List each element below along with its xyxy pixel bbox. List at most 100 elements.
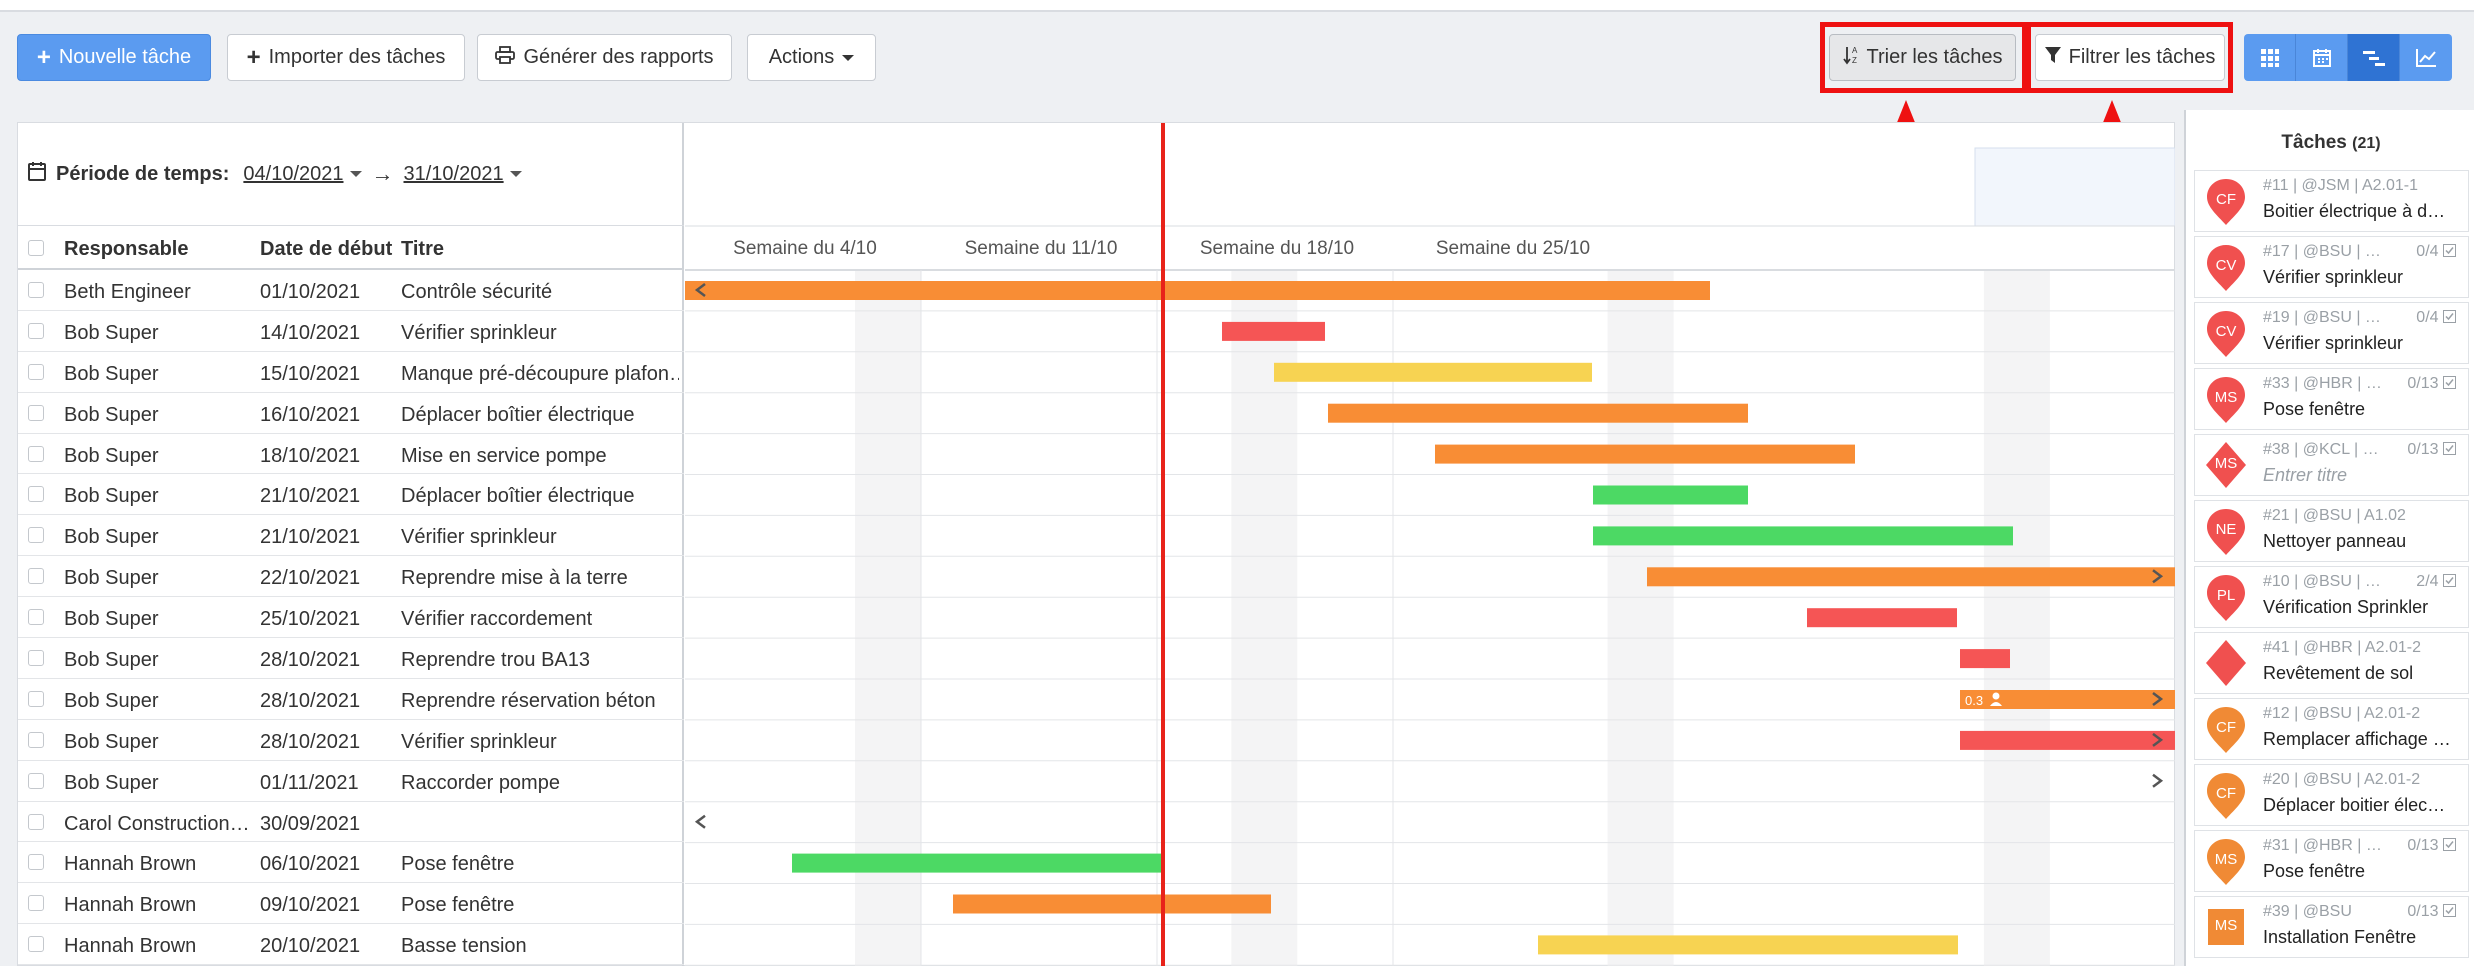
calendar-view-button[interactable] bbox=[2296, 34, 2348, 81]
row-title: Vérifier raccordement bbox=[401, 608, 593, 631]
row-checkbox[interactable] bbox=[28, 568, 44, 585]
task-marker-initials: MS bbox=[2215, 455, 2238, 472]
generate-reports-button[interactable]: Générer des rapports bbox=[477, 34, 732, 81]
task-card[interactable]: PL #10 | @BSU | … 2/4 Vérification Sprinkl… bbox=[2194, 566, 2469, 628]
checklist-icon bbox=[2443, 244, 2456, 257]
row-owner: Bob Super bbox=[64, 485, 159, 508]
task-card[interactable]: CF #20 | @BSU | A2.01-2 Déplacer boitier é… bbox=[2194, 764, 2469, 826]
task-progress: 0/13 bbox=[2407, 375, 2456, 393]
chart-view-button[interactable] bbox=[2400, 34, 2452, 81]
column-title[interactable]: Titre bbox=[401, 238, 444, 260]
table-row[interactable]: Bob Super 15/10/2021 Manque pré-découpure … bbox=[18, 352, 684, 393]
task-progress: 2/4 bbox=[2416, 573, 2456, 591]
highlight-filter bbox=[2026, 22, 2233, 93]
checklist-icon bbox=[2443, 310, 2456, 323]
workload-badge: 0.3 bbox=[1965, 693, 1983, 708]
table-row[interactable]: Hannah Brown 06/10/2021 Pose fenêtre bbox=[18, 842, 684, 884]
week-label: Semaine du 18/10 bbox=[1200, 238, 1354, 259]
period-start-value: 04/10/2021 bbox=[243, 162, 344, 185]
row-checkbox[interactable] bbox=[28, 854, 44, 871]
row-checkbox[interactable] bbox=[28, 322, 44, 339]
task-card[interactable]: CF #11 | @JSM | A2.01-1 Boitier électrique… bbox=[2194, 170, 2469, 232]
row-checkbox[interactable] bbox=[28, 936, 44, 953]
actions-dropdown[interactable]: Actions bbox=[747, 34, 876, 81]
row-start-date: 20/10/2021 bbox=[260, 935, 361, 958]
grid-view-button[interactable] bbox=[2244, 34, 2296, 81]
row-start-date: 01/10/2021 bbox=[260, 281, 361, 303]
row-checkbox[interactable] bbox=[28, 650, 44, 667]
table-row[interactable]: Bob Super 28/10/2021 Vérifier sprinkleur bbox=[18, 720, 684, 761]
calendar-icon bbox=[2312, 48, 2331, 67]
row-title: Reprendre trou BA13 bbox=[401, 649, 591, 672]
task-meta: #19 | @BSU | … bbox=[2263, 309, 2381, 326]
caret-down-icon bbox=[349, 171, 362, 178]
task-card[interactable]: MS #38 | @KCL | … 0/13 Entrer titre bbox=[2194, 434, 2469, 496]
table-row[interactable]: Bob Super 22/10/2021 Reprendre mise à la t… bbox=[18, 556, 684, 598]
row-checkbox[interactable] bbox=[28, 813, 44, 830]
sidebar-title: Tâches (21) bbox=[2186, 132, 2474, 154]
new-task-button[interactable]: + Nouvelle tâche bbox=[17, 34, 211, 81]
table-row[interactable]: Bob Super 21/10/2021 Déplacer boîtier élec… bbox=[18, 474, 684, 516]
table-row[interactable]: Bob Super 18/10/2021 Mise en service pompe bbox=[18, 434, 684, 475]
row-title: Pose fenêtre bbox=[401, 894, 515, 917]
table-row[interactable]: Bob Super 21/10/2021 Vérifier sprinkleur bbox=[18, 515, 684, 557]
task-meta: #38 | @KCL | … bbox=[2263, 441, 2379, 458]
row-title: Raccorder pompe bbox=[401, 771, 560, 794]
task-card[interactable]: MS #33 | @HBR | … 0/13 Pose fenêtre bbox=[2194, 368, 2469, 430]
task-marker-initials: NE bbox=[2216, 521, 2237, 538]
import-tasks-button[interactable]: + Importer des tâches bbox=[227, 34, 465, 81]
task-marker-initials: MS bbox=[2215, 389, 2238, 406]
task-card[interactable]: CV #19 | @BSU | … 0/4 Vérifier sprinkleur bbox=[2194, 302, 2469, 364]
task-card[interactable]: NE #21 | @BSU | A1.02 Nettoyer panneau bbox=[2194, 500, 2469, 562]
gantt-bar bbox=[685, 281, 1710, 300]
select-all-checkbox[interactable] bbox=[28, 240, 44, 256]
table-row[interactable]: Carol Construction… 30/09/2021 bbox=[18, 802, 684, 843]
table-row[interactable]: Hannah Brown 20/10/2021 Basse tension bbox=[18, 924, 684, 966]
task-title: Nettoyer panneau bbox=[2263, 531, 2407, 551]
row-owner: Bob Super bbox=[64, 689, 159, 712]
grid-icon bbox=[2260, 48, 2279, 67]
row-checkbox[interactable] bbox=[28, 486, 44, 503]
task-card[interactable]: MS #31 | @HBR | … 0/13 Pose fenêtre bbox=[2194, 830, 2469, 892]
task-progress: 0/4 bbox=[2416, 309, 2456, 327]
row-checkbox[interactable] bbox=[28, 404, 44, 421]
table-row[interactable]: Bob Super 28/10/2021 Reprendre trou BA13 bbox=[18, 638, 684, 679]
task-card[interactable]: MS #39 | @BSU 0/13 Installation Fenêtre bbox=[2194, 896, 2469, 958]
period-end-dropdown[interactable]: 31/10/2021 bbox=[404, 163, 522, 186]
row-checkbox[interactable] bbox=[28, 895, 44, 912]
table-row[interactable]: Beth Engineer 01/10/2021 Contrôle sécurité bbox=[18, 270, 684, 311]
task-card[interactable]: #41 | @HBR | A2.01-2 Revêtement de sol bbox=[2194, 632, 2469, 694]
period-start-dropdown[interactable]: 04/10/2021 bbox=[243, 162, 362, 186]
row-checkbox[interactable] bbox=[28, 609, 44, 626]
row-checkbox[interactable] bbox=[28, 363, 44, 380]
task-card[interactable]: CV #17 | @BSU | … 0/4 Vérifier sprinkleur bbox=[2194, 236, 2469, 298]
row-checkbox[interactable] bbox=[28, 445, 44, 462]
task-meta: #11 | @JSM | A2.01-1 bbox=[2263, 177, 2418, 194]
column-owner[interactable]: Responsable bbox=[64, 238, 189, 260]
row-checkbox[interactable] bbox=[28, 772, 44, 789]
filter-tasks-button[interactable]: Filtrer les tâches bbox=[2035, 34, 2225, 81]
row-checkbox[interactable] bbox=[28, 690, 44, 707]
table-row[interactable]: Hannah Brown 09/10/2021 Pose fenêtre bbox=[18, 883, 684, 925]
row-checkbox[interactable] bbox=[28, 527, 44, 544]
task-marker-initials: MS bbox=[2215, 851, 2238, 868]
task-title: Déplacer boitier élec… bbox=[2263, 795, 2446, 815]
table-row[interactable]: Bob Super 25/10/2021 Vérifier raccordement bbox=[18, 597, 684, 639]
row-checkbox[interactable] bbox=[28, 731, 44, 748]
row-checkbox[interactable] bbox=[28, 282, 44, 298]
table-row[interactable]: Bob Super 28/10/2021 Reprendre réservation… bbox=[18, 679, 684, 720]
filter-tasks-label: Filtrer les tâches bbox=[2068, 46, 2216, 68]
table-row[interactable]: Bob Super 01/11/2021 Raccorder pompe bbox=[18, 761, 684, 802]
gantt-view-button[interactable] bbox=[2348, 34, 2400, 81]
task-card[interactable]: CF #12 | @BSU | A2.01-2 Remplacer affichag… bbox=[2194, 698, 2469, 760]
task-progress: 0/13 bbox=[2407, 903, 2456, 921]
row-start-date: 25/10/2021 bbox=[260, 608, 361, 631]
table-row[interactable]: Bob Super 14/10/2021 Vérifier sprinkleur bbox=[18, 311, 684, 352]
import-tasks-label: Importer des tâches bbox=[268, 46, 446, 68]
week-label: Semaine du 4/10 bbox=[733, 238, 877, 259]
calendar-icon bbox=[28, 161, 46, 187]
column-start-date[interactable]: Date de début bbox=[260, 238, 393, 260]
row-owner: Bob Super bbox=[64, 567, 159, 590]
table-row[interactable]: Bob Super 16/10/2021 Déplacer boîtier élec… bbox=[18, 393, 684, 434]
